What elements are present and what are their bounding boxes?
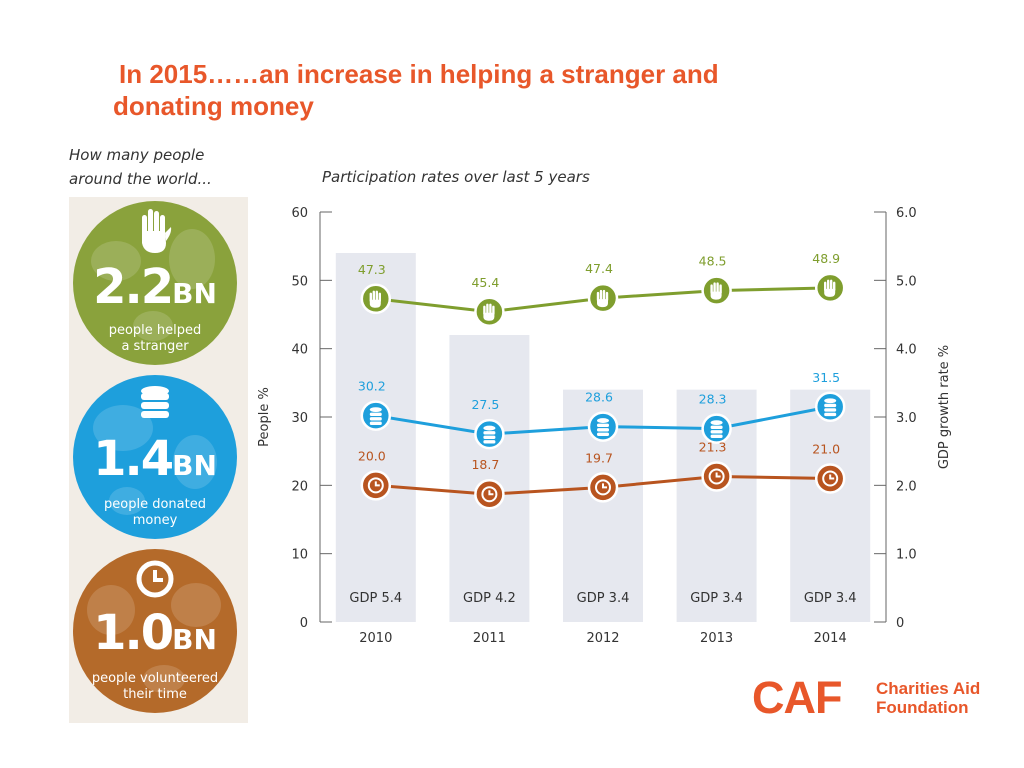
data-label: 28.3	[699, 392, 727, 407]
coin-stack-icon	[710, 420, 723, 439]
data-label: 31.5	[812, 370, 840, 385]
x-tick-label: 2012	[586, 631, 619, 646]
raised-hand-icon	[710, 282, 722, 300]
data-label: 28.6	[585, 390, 613, 405]
participation-chart: GDP 5.4 GDP 4.2 GDP 3.4 GDP 3.4 GDP 3.4 0 10 20…	[257, 206, 952, 646]
donated-money-globe: 1.4BN people donated money	[73, 375, 237, 539]
x-tick-label: 2010	[359, 631, 392, 646]
raised-hand-icon	[824, 279, 836, 297]
left-tick-label: 10	[291, 548, 308, 563]
y-axis-label: People %	[257, 387, 272, 447]
right-tick-label: 1.0	[896, 548, 917, 563]
data-label: 27.5	[471, 397, 499, 412]
x-tick-label: 2011	[473, 631, 506, 646]
right-tick-label: 6.0	[896, 206, 917, 221]
left-tick-label: 60	[291, 206, 308, 221]
coin-stack-icon	[483, 425, 496, 444]
raised-hand-icon	[369, 290, 382, 308]
coin-stack-icon	[369, 407, 382, 426]
raised-hand-icon	[596, 289, 609, 308]
title-line-2: donating money	[113, 91, 314, 121]
helped-stranger-number: 2.2BN	[93, 259, 217, 315]
left-tick-label: 30	[291, 411, 308, 426]
left-tick-label: 50	[291, 274, 308, 289]
intro-question: How many people around the world...	[69, 143, 212, 191]
clock-icon	[595, 479, 611, 496]
page-title: In 2015……an increase in helping a strang…	[113, 58, 873, 122]
coin-stack-icon	[824, 398, 837, 417]
data-label: 48.9	[812, 251, 840, 266]
volunteered-time-globe: 1.0BN people volunteered their time	[73, 549, 237, 713]
left-tick-label: 20	[291, 479, 308, 494]
helped-stranger-globe: 2.2BN people helped a stranger	[73, 201, 237, 365]
intro-line-1: How many people	[69, 146, 205, 164]
right-tick-label: 0	[896, 616, 904, 631]
gdp-bar-label: GDP 3.4	[804, 591, 857, 606]
volunteered-time-caption: people volunteered their time	[91, 671, 219, 702]
data-label: 21.3	[699, 439, 727, 454]
left-tick-label: 40	[291, 343, 308, 358]
clock-icon	[481, 486, 498, 503]
right-tick-label: 2.0	[896, 479, 917, 494]
gdp-bar	[449, 335, 530, 622]
right-tick-label: 3.0	[896, 411, 917, 426]
right-tick-label: 5.0	[896, 274, 917, 289]
clock-icon	[367, 477, 384, 494]
gdp-bar-label: GDP 5.4	[349, 591, 402, 606]
data-label: 48.5	[699, 254, 727, 269]
data-label: 18.7	[471, 457, 499, 472]
data-label: 47.4	[585, 261, 613, 276]
donated-money-number: 1.4BN	[93, 431, 217, 487]
clock-icon	[708, 468, 725, 485]
clock-icon	[136, 560, 174, 598]
gdp-bar-label: GDP 3.4	[690, 591, 743, 606]
gdp-bar	[790, 389, 871, 622]
volunteered-time-number: 1.0BN	[93, 605, 217, 661]
donated-money-caption: people donated money	[104, 497, 206, 528]
caf-logo: CAF Charities Aid Foundation	[752, 673, 997, 723]
data-label: 21.0	[812, 442, 840, 457]
caf-logo-mark: CAF	[752, 672, 842, 723]
coin-stack-icon	[597, 418, 609, 436]
stats-sidebar: 2.2BN people helped a stranger 1.4BN peo…	[69, 197, 248, 723]
x-tick-label: 2013	[700, 631, 733, 646]
coin-stack-icon	[141, 386, 169, 418]
chart-title: Participation rates over last 5 years	[322, 168, 590, 186]
data-label: 45.4	[471, 275, 499, 290]
gdp-bar-label: GDP 4.2	[463, 591, 516, 606]
title-line-1: In 2015……an increase in helping a strang…	[119, 59, 719, 89]
gdp-bar	[335, 253, 416, 622]
data-label: 30.2	[358, 379, 386, 394]
data-label: 47.3	[358, 262, 386, 277]
x-tick-label: 2014	[814, 631, 847, 646]
data-label: 19.7	[585, 450, 613, 465]
intro-line-2: around the world...	[69, 170, 212, 188]
gdp-bar-label: GDP 3.4	[577, 591, 630, 606]
helped-stranger-caption: people helped a stranger	[108, 323, 202, 354]
raised-hand-icon	[142, 209, 172, 253]
raised-hand-icon	[483, 303, 495, 321]
caf-logo-name: Charities Aid Foundation	[876, 679, 981, 717]
data-label: 20.0	[358, 448, 386, 463]
right-tick-label: 4.0	[896, 343, 917, 358]
y2-axis-label: GDP growth rate %	[937, 345, 952, 469]
left-tick-label: 0	[300, 616, 308, 631]
clock-icon	[822, 470, 839, 487]
